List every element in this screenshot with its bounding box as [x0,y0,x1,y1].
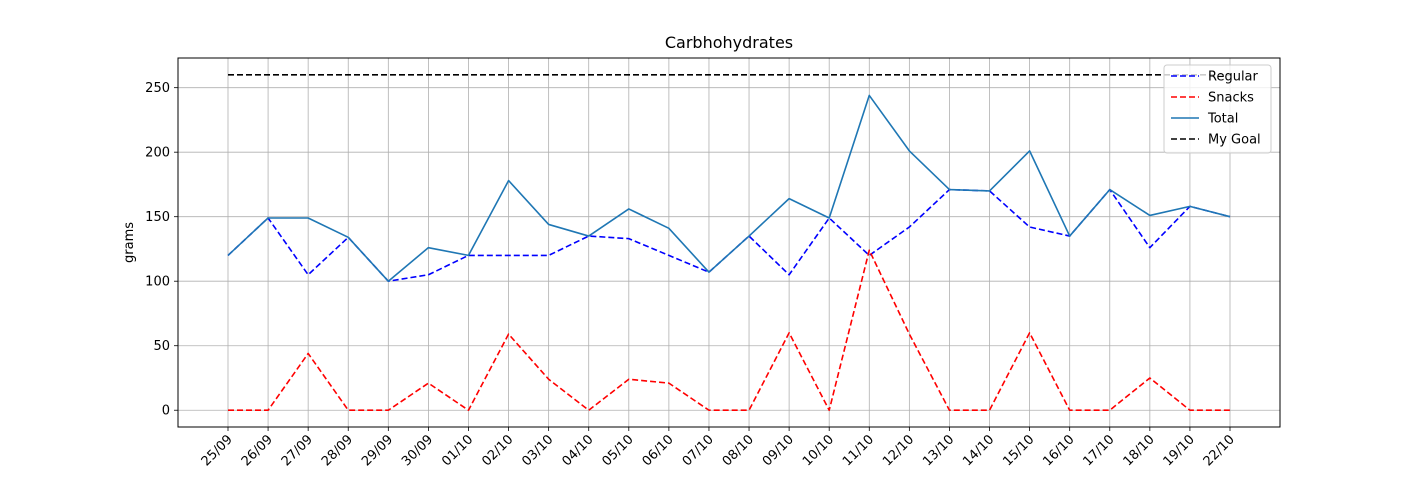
series-line-regular [227,188,1231,283]
plot-area [227,73,1231,412]
chart-title: Carbhohydrates [665,33,793,52]
x-tick-label: 17/10 [1080,432,1117,469]
x-tick-label: 09/10 [760,432,797,469]
x-tick-label: 29/09 [359,432,396,469]
x-tick-label: 11/10 [840,432,877,469]
x-tick-label: 05/10 [600,432,637,469]
y-tick-label: 200 [145,146,170,161]
x-tick-label: 30/09 [399,432,436,469]
x-tick-label: 26/09 [239,432,276,469]
legend-label: Total [1207,112,1238,127]
y-tick-label: 0 [162,404,170,419]
plot-frame [177,57,1281,428]
y-tick-label: 50 [153,339,170,354]
x-tick-label: 07/10 [680,432,717,469]
x-tick-label: 13/10 [920,432,957,469]
x-tick-label: 15/10 [1000,432,1037,469]
y-tick-label: 150 [145,210,170,225]
x-tick-label: 02/10 [479,432,516,469]
x-tick-label: 16/10 [1040,432,1077,469]
x-tick-label: 12/10 [880,432,917,469]
x-tick-label: 08/10 [720,432,757,469]
legend-box [1163,64,1272,154]
x-tick-label: 03/10 [519,432,556,469]
x-axis: 25/09 26/09 27/09 28/09 29/09 30/09 01/10 02/10… [199,427,1238,469]
legend-label: Snacks [1208,91,1254,106]
y-tick-label: 100 [145,275,170,290]
series-line-snacks [228,249,1230,412]
x-tick-label: 01/10 [439,432,476,469]
x-tick-label: 18/10 [1121,432,1158,469]
y-tick-label: 250 [145,81,170,96]
x-tick-label: 25/09 [199,432,236,469]
x-tick-label: 10/10 [800,432,837,469]
series-line-total [227,94,1231,283]
x-tick-label: 06/10 [640,432,677,469]
x-tick-label: 19/10 [1161,432,1198,469]
legend-label: Regular [1208,70,1259,85]
x-tick-label: 14/10 [960,432,997,469]
x-tick-label: 27/09 [279,432,316,469]
legend: Regular Snacks Total My Goal [1163,64,1272,154]
y-axis: 0 50 100 150 200 250 [145,81,178,419]
x-tick-label: 22/10 [1201,432,1238,469]
legend-label: My Goal [1208,133,1261,148]
y-axis-label: grams [122,222,137,263]
x-tick-label: 28/09 [319,432,356,469]
x-tick-label: 04/10 [559,432,596,469]
